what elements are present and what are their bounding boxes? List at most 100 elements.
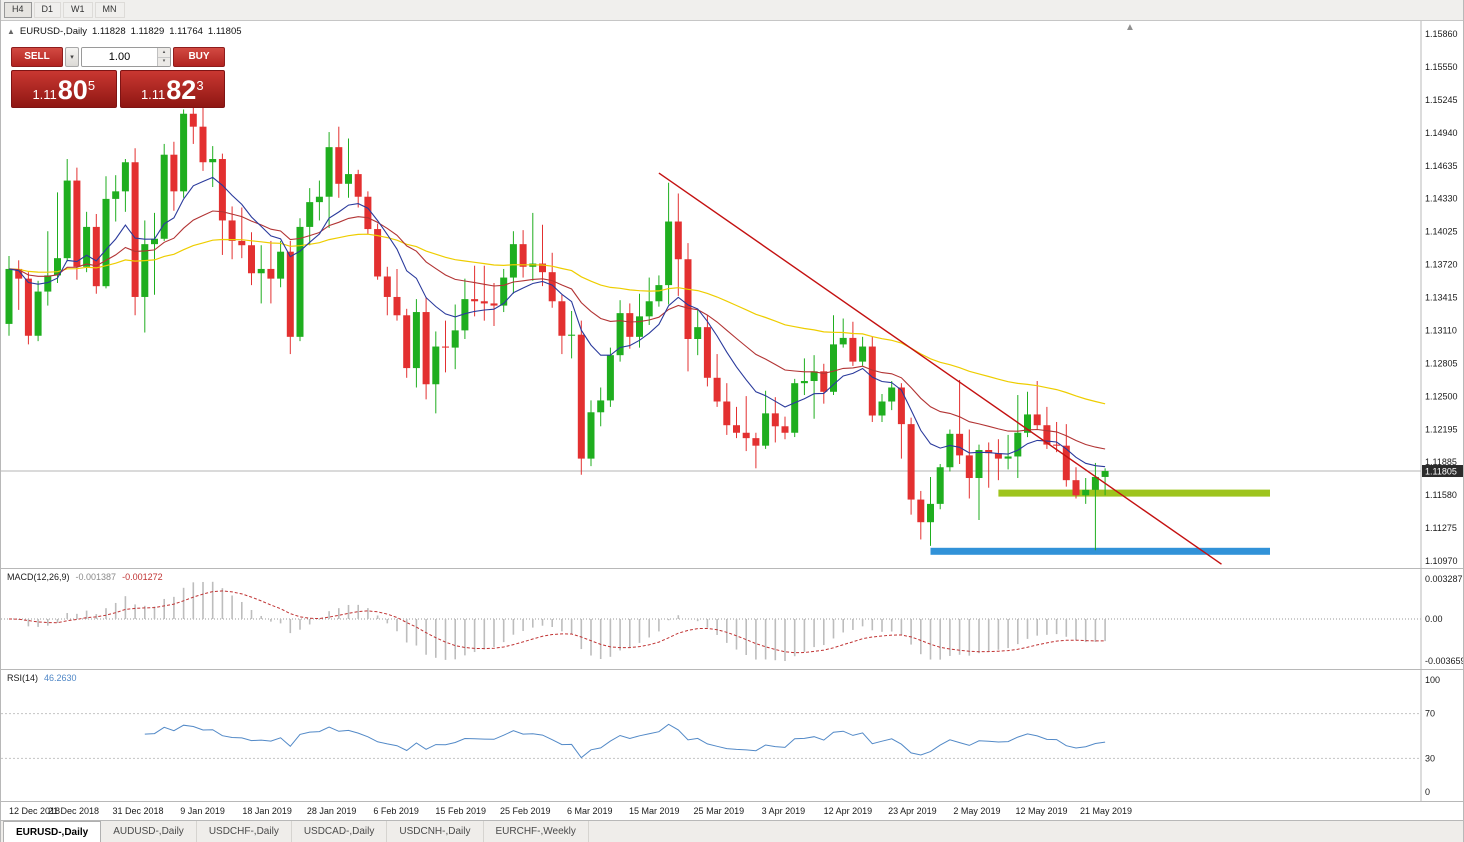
timeframe-button-d1[interactable]: D1: [33, 2, 62, 18]
ohlc-low: 1.11764: [169, 26, 203, 37]
svg-text:1.15860: 1.15860: [1425, 29, 1458, 39]
macd-signal-line: [8, 590, 1106, 654]
volume-field: ▴ ▾: [81, 47, 171, 67]
svg-text:1.11275: 1.11275: [1425, 523, 1457, 533]
date-tick-label: 12 Apr 2019: [823, 806, 873, 816]
date-tick-label: 6 Mar 2019: [567, 806, 613, 816]
svg-text:1.13110: 1.13110: [1425, 325, 1457, 335]
date-axis[interactable]: 12 Dec 2018 21 Dec 2018 31 Dec 2018 9 Jan 2…: [1, 801, 1463, 820]
macd-signal-value: -0.001272: [122, 572, 163, 582]
date-tick-label: 21 Dec 2018: [47, 806, 100, 816]
volume-increment-button[interactable]: ▴: [158, 48, 170, 58]
date-tick-label: 15 Feb 2019: [435, 806, 486, 816]
sell-price-sup: 5: [87, 78, 96, 93]
svg-text:1.12805: 1.12805: [1425, 358, 1458, 368]
macd-main-value: -0.001387: [75, 572, 117, 582]
chart-tab-eurchf[interactable]: EURCHF-,Weekly: [484, 821, 589, 842]
date-tick-label: 2 May 2019: [953, 806, 1001, 816]
svg-text:1.14330: 1.14330: [1425, 194, 1458, 204]
macd-chart[interactable]: 0.003287 0.00 -0.003659: [1, 569, 1464, 669]
timeframe-button-h4[interactable]: H4: [4, 2, 32, 18]
date-tick-label: 31 Dec 2018: [112, 806, 164, 816]
chart-tab-audusd[interactable]: AUDUSD-,Daily: [101, 821, 197, 842]
svg-text:1.12500: 1.12500: [1425, 391, 1458, 401]
timeframe-toolbar: H4 D1 W1 MN: [1, 0, 1463, 21]
date-tick-label: 15 Mar 2019: [629, 806, 680, 816]
ohlc-high: 1.11829: [130, 26, 165, 37]
svg-text:70: 70: [1425, 709, 1435, 719]
timeframe-button-w1[interactable]: W1: [63, 2, 93, 18]
sell-button[interactable]: SELL: [11, 47, 63, 67]
sell-price-big: 80: [57, 75, 88, 106]
support-zones-layer: [930, 489, 1270, 555]
date-tick-label: 25 Feb 2019: [499, 806, 551, 816]
volume-dropdown-button[interactable]: ▾: [65, 47, 79, 67]
chart-tab-usdcad[interactable]: USDCAD-,Daily: [292, 821, 388, 842]
rsi-label: RSI(14) 46.2630: [7, 673, 77, 683]
rsi-line: [144, 723, 1106, 759]
svg-text:1.14635: 1.14635: [1425, 161, 1458, 171]
rsi-value: 46.2630: [44, 673, 77, 683]
ohlc-close: 1.11805: [207, 26, 242, 37]
chart-tab-usdcnh[interactable]: USDCNH-,Daily: [387, 821, 484, 842]
date-tick-label: 18 Jan 2019: [242, 806, 292, 816]
svg-text:0: 0: [1425, 787, 1430, 797]
bid-price-tag: [1422, 465, 1463, 478]
svg-text:1.11805: 1.11805: [1425, 467, 1457, 477]
rsi-pane: RSI(14) 46.2630 100 70 30 0: [1, 669, 1463, 801]
svg-text:1.11885: 1.11885: [1425, 457, 1457, 467]
svg-text:1.14025: 1.14025: [1425, 227, 1458, 237]
sell-price-prefix: 1.11: [32, 87, 57, 102]
chart-tab-eurusd[interactable]: EURUSD-,Daily: [3, 821, 102, 842]
svg-text:1.14940: 1.14940: [1425, 128, 1458, 138]
one-click-panel-toggle-icon[interactable]: ▲: [7, 27, 15, 36]
chart-tab-bar: EURUSD-,Daily AUDUSD-,Daily USDCHF-,Dail…: [1, 820, 1463, 842]
timeframe-button-mn[interactable]: MN: [94, 2, 125, 18]
buy-price-prefix: 1.11: [140, 87, 166, 102]
buy-price-tile[interactable]: 1.11 82 3: [119, 70, 225, 108]
buy-price-big: 82: [166, 75, 197, 106]
svg-text:1.10970: 1.10970: [1425, 556, 1458, 566]
candlestick-chart[interactable]: 1.15860 1.15550 1.15245 1.14940 1.14635 1.143…: [1, 21, 1464, 568]
candles-layer: [5, 88, 1109, 551]
ma-fast-line: [8, 176, 1106, 468]
date-tick-label: 21 May 2019: [1079, 806, 1133, 816]
ma-mid-line: [8, 210, 1106, 450]
chevron-down-icon: ▾: [70, 54, 74, 61]
chart-symbol-title: EURUSD-,Daily: [19, 26, 87, 37]
chart-shift-marker-icon[interactable]: ▲: [1125, 22, 1135, 33]
date-tick-label: 28 Jan 2019: [306, 806, 357, 816]
volume-stepper: ▴ ▾: [157, 48, 170, 66]
chart-header: ▲ EURUSD-,Daily 1.11828 1.11829 1.11764 …: [7, 26, 242, 37]
svg-text:1.13720: 1.13720: [1425, 260, 1458, 270]
svg-text:30: 30: [1425, 753, 1435, 763]
svg-text:0.00: 0.00: [1425, 614, 1443, 624]
macd-pane: MACD(12,26,9) -0.001387 -0.001272 0.0032…: [1, 568, 1463, 669]
sell-price-tile[interactable]: 1.11 80 5: [11, 70, 117, 108]
date-tick-label: 6 Feb 2019: [373, 806, 419, 816]
volume-decrement-button[interactable]: ▾: [158, 57, 170, 66]
descending-trendline: [658, 172, 1222, 565]
date-tick-label: 12 Dec 2018: [9, 806, 61, 816]
macd-histogram: [17, 581, 1106, 661]
macd-label: MACD(12,26,9) -0.001387 -0.001272: [7, 572, 163, 582]
svg-text:0.003287: 0.003287: [1425, 574, 1463, 584]
rsi-chart[interactable]: 100 70 30 0: [1, 670, 1464, 801]
date-tick-label: 23 Apr 2019: [888, 806, 937, 816]
date-tick-label: 3 Apr 2019: [761, 806, 806, 816]
svg-text:1.12195: 1.12195: [1425, 424, 1458, 434]
volume-input[interactable]: [82, 48, 157, 66]
ma-slow-line: [8, 233, 1106, 405]
svg-text:100: 100: [1425, 675, 1440, 685]
svg-text:1.15550: 1.15550: [1425, 62, 1458, 72]
svg-text:1.11580: 1.11580: [1425, 490, 1457, 500]
date-tick-label: 25 Mar 2019: [693, 806, 745, 816]
buy-button[interactable]: BUY: [173, 47, 225, 67]
chart-tab-usdchf[interactable]: USDCHF-,Daily: [197, 821, 292, 842]
buy-price-sup: 3: [196, 78, 204, 93]
ohlc-open: 1.11828: [91, 26, 126, 37]
svg-text:1.15245: 1.15245: [1425, 95, 1458, 105]
date-tick-label: 12 May 2019: [1015, 806, 1068, 816]
